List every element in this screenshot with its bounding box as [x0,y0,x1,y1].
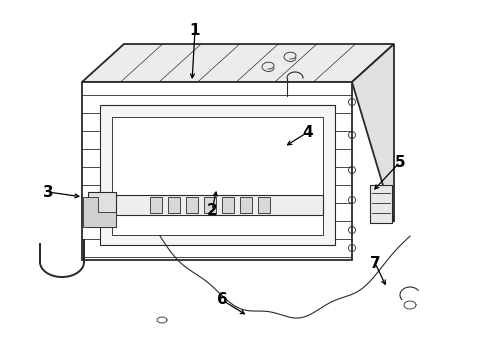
Text: 2: 2 [207,202,218,217]
Polygon shape [112,195,323,215]
Text: 3: 3 [43,185,53,199]
Polygon shape [83,197,116,227]
Text: 7: 7 [369,256,380,270]
Text: 4: 4 [303,125,313,140]
Polygon shape [168,197,180,213]
Polygon shape [100,105,335,245]
Polygon shape [258,197,270,213]
Polygon shape [222,197,234,213]
Polygon shape [352,44,394,222]
Text: 6: 6 [217,292,227,307]
Polygon shape [186,197,198,213]
Polygon shape [82,44,394,82]
Text: 5: 5 [394,154,405,170]
Polygon shape [370,185,392,223]
Polygon shape [240,197,252,213]
Polygon shape [82,82,352,260]
Polygon shape [88,192,116,227]
Polygon shape [204,197,216,213]
Text: 1: 1 [190,23,200,37]
Polygon shape [112,117,323,235]
Polygon shape [150,197,162,213]
